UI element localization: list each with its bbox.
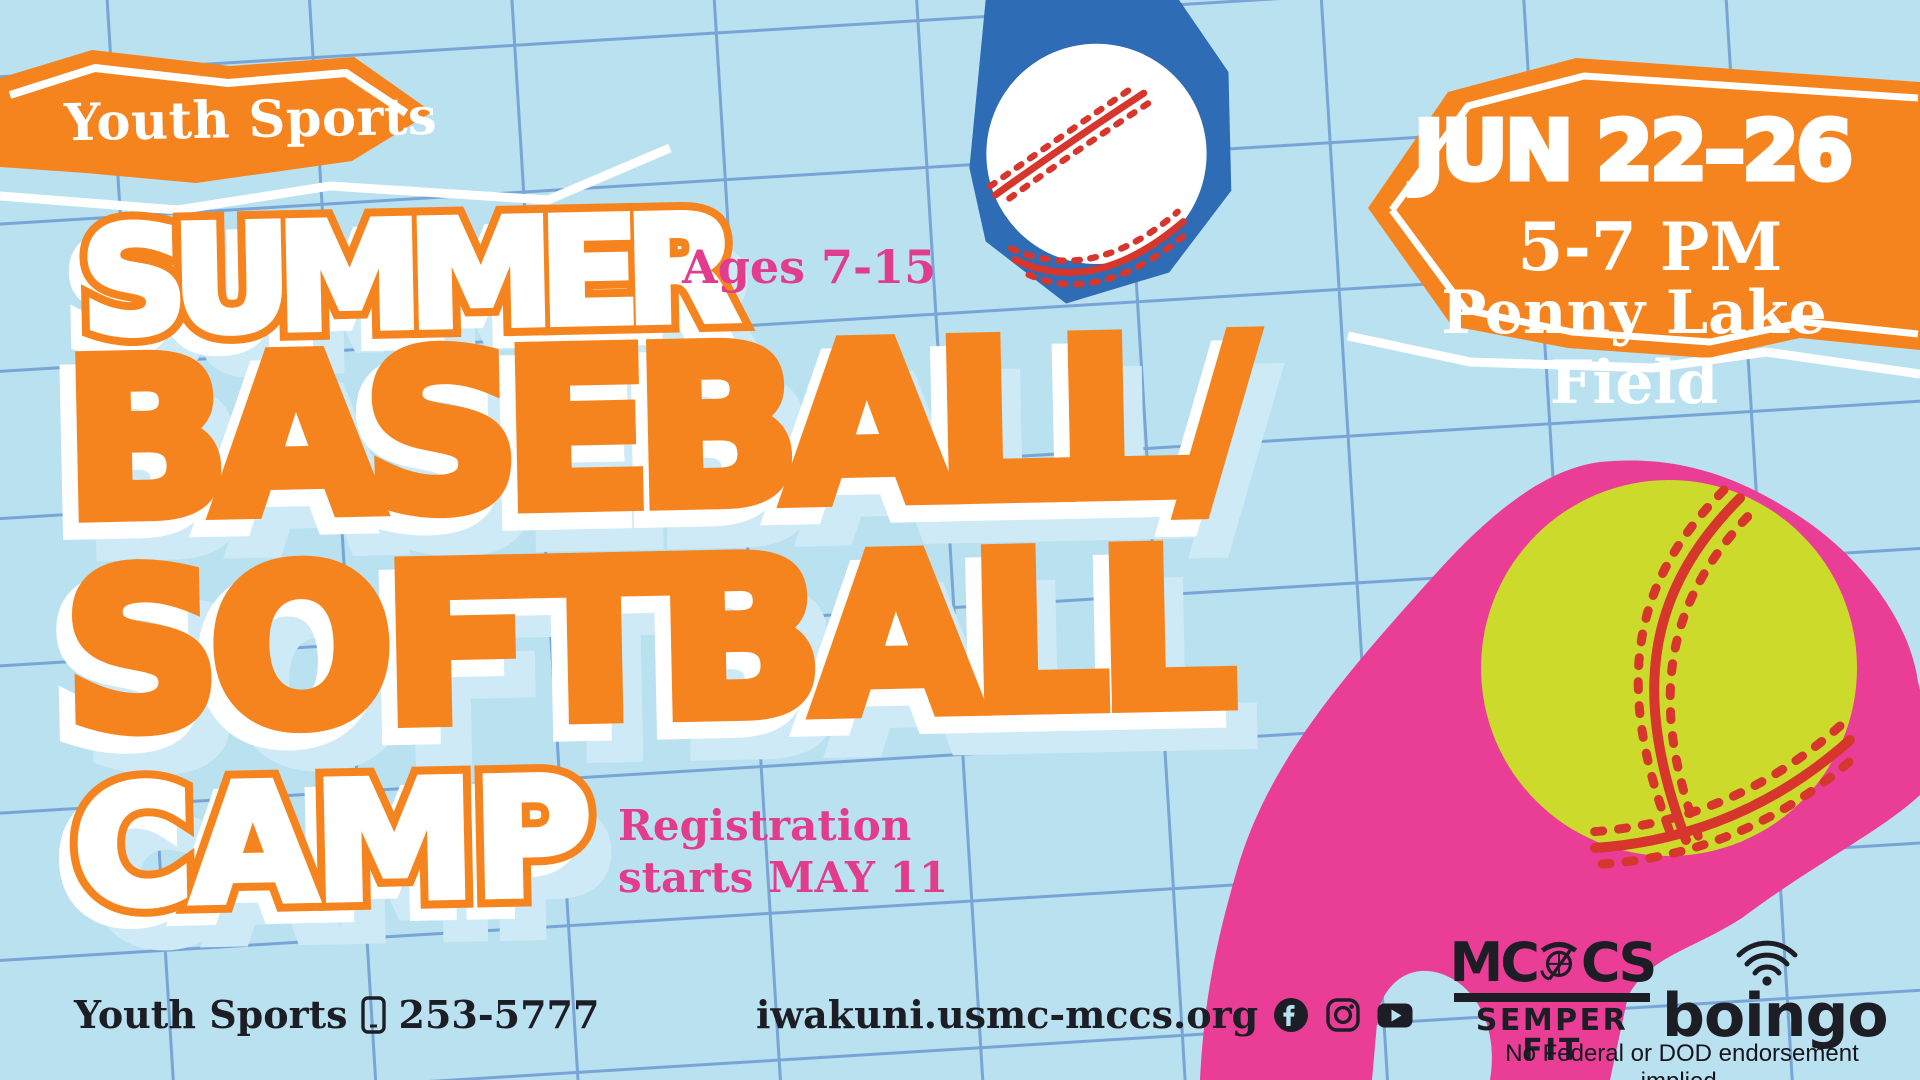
- badge-dates: JUN 22–26: [1411, 102, 1856, 202]
- event-badge-shape: [1347, 58, 1920, 379]
- badge-inner-stroke: [1389, 72, 1919, 346]
- baseball-stitches: [986, 81, 1193, 288]
- youtube-icon: [1377, 1003, 1413, 1027]
- registration-line2: starts MAY 11: [618, 853, 949, 902]
- facebook-icon: [1274, 997, 1309, 1032]
- mccs-subtitle: SEMPER FIT: [1475, 1003, 1629, 1068]
- registration-note: Registration starts MAY 11: [618, 800, 948, 904]
- banner-label: Youth Sports: [63, 86, 438, 154]
- mccs-semper-fit-logo: MC CS SEMPER FIT: [1449, 931, 1658, 1068]
- badge-underline-zigzag: [1347, 331, 1920, 379]
- mccs-divider-bar: [1454, 993, 1650, 1002]
- endorsement-disclaimer: No Federal or DOD endorsement implied.: [1505, 1040, 1859, 1080]
- title-softball-fill: SOFTBALL: [55, 497, 1235, 786]
- footer-org-label: Youth Sports: [74, 992, 348, 1037]
- mccs-part1: MC: [1449, 931, 1540, 994]
- baseball-ball: [986, 43, 1207, 264]
- softball-illustration: [1200, 460, 1920, 1080]
- registration-line1: Registration: [618, 801, 912, 850]
- ages-label: Ages 7-15: [682, 240, 937, 294]
- boingo-wordmark: boingo: [1662, 981, 1889, 1051]
- softball-stitches: [1585, 485, 1863, 869]
- banner-inner-stroke: [8, 64, 409, 117]
- footer-web: iwakuni.usmc-mccs.org: [756, 992, 1414, 1037]
- badge-location: Penny Lake Field: [1441, 278, 1827, 418]
- badge-panel: [1368, 58, 1920, 358]
- mccs-wordmark: MC CS: [1449, 931, 1658, 994]
- footer-phone-number: 253-5777: [398, 992, 600, 1037]
- phone-icon: [360, 995, 386, 1034]
- badge-time: 5-7 PM: [1517, 208, 1783, 286]
- banner-ribbon: [0, 50, 432, 183]
- banner-underline-zigzag: [0, 143, 672, 215]
- footer-contact: Youth Sports 253-5777: [74, 992, 599, 1037]
- eagle-globe-anchor-icon: [1540, 941, 1578, 981]
- baseball-illustration: [969, 0, 1232, 304]
- footer-website: iwakuni.usmc-mccs.org: [756, 992, 1259, 1037]
- title-camp-face: CAMP: [68, 740, 596, 947]
- instagram-icon: [1326, 997, 1360, 1032]
- wifi-icon: [1736, 940, 1798, 986]
- youth-sports-banner-shape: [0, 50, 672, 215]
- boingo-logo: boingo: [1662, 940, 1889, 1051]
- mccs-part2: CS: [1580, 931, 1658, 994]
